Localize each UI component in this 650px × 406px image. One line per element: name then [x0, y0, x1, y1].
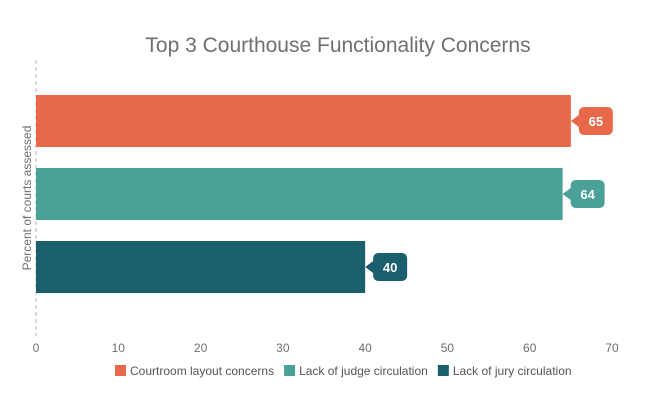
data-label-2: 64	[580, 187, 595, 202]
bar-1	[36, 95, 571, 147]
x-tick-label-0: 0	[33, 341, 40, 355]
x-tick-label-40: 40	[358, 341, 372, 355]
data-label-1: 65	[589, 114, 603, 129]
x-tick-label-30: 30	[276, 341, 290, 355]
x-tick-label-60: 60	[523, 341, 537, 355]
bars-group: 65 64 40	[36, 95, 613, 293]
bar-2	[36, 168, 563, 220]
data-label-bg-3	[365, 253, 408, 281]
data-label-3: 40	[383, 260, 397, 275]
x-tick-label-70: 70	[605, 341, 619, 355]
x-tick-label-50: 50	[441, 341, 455, 355]
legend-label-3: Lack of jury circulation	[453, 364, 572, 378]
legend-label-2: Lack of judge circulation	[299, 364, 428, 378]
data-label-bg-1	[570, 107, 613, 135]
chart-title: Top 3 Courthouse Functionality Concerns	[145, 34, 530, 57]
legend-swatch-3	[437, 365, 449, 376]
legend-swatch-2	[284, 365, 296, 376]
bar-3	[36, 241, 366, 293]
legend-label-1: Courtroom layout concerns	[130, 364, 274, 378]
legend-swatch-1	[115, 365, 126, 376]
legend: Courtroom layout concerns Lack of judge c…	[115, 364, 572, 378]
x-tick-label-10: 10	[112, 341, 126, 355]
x-axis-ticks: 0 10 20 30 40 50 60 70	[33, 341, 619, 355]
x-tick-label-20: 20	[194, 341, 208, 355]
y-axis-label: Percent of courts assessed	[20, 126, 34, 271]
data-label-bg-2	[562, 180, 605, 208]
